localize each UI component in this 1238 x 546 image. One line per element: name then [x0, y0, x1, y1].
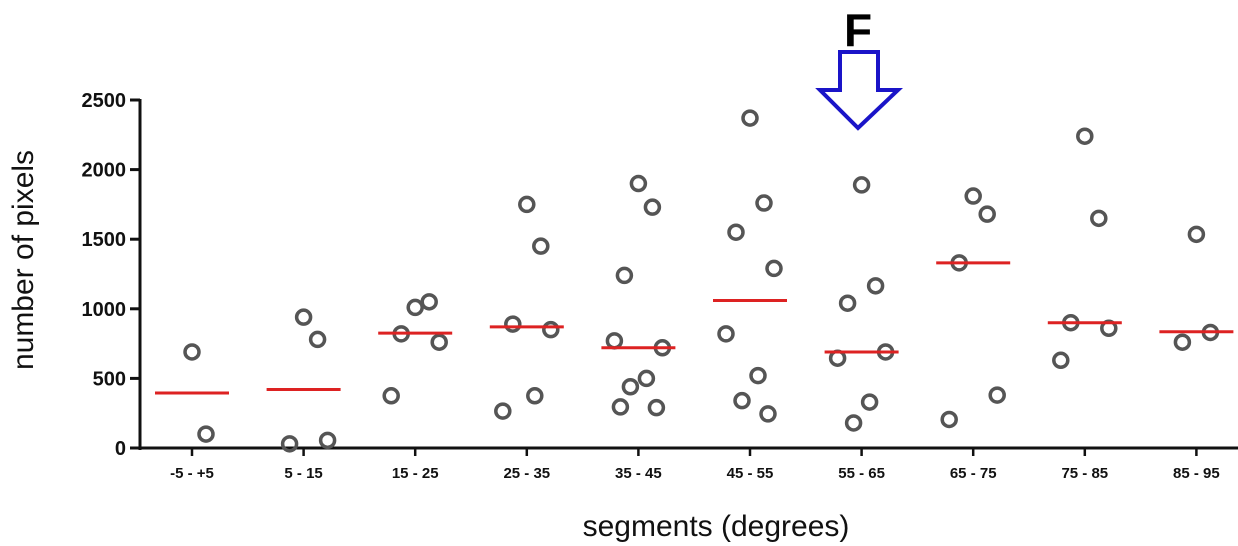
data-point: [611, 398, 630, 416]
y-tick-label: 2500: [82, 90, 127, 112]
x-tick-label: 5 - 15: [284, 465, 322, 482]
data-point: [964, 187, 982, 205]
data-point: [844, 414, 863, 432]
data-point: [852, 176, 871, 194]
data-point: [629, 174, 648, 193]
x-tick-label: 65 - 75: [950, 465, 997, 482]
y-tick-label: 500: [93, 368, 126, 390]
data-point: [615, 266, 634, 285]
data-point: [749, 366, 767, 385]
data-point: [1173, 333, 1192, 351]
annotation: F: [815, 4, 904, 131]
data-point: [755, 194, 773, 212]
data-point: [308, 330, 327, 349]
data-point: [838, 294, 857, 312]
data-point: [765, 259, 783, 278]
data-point: [430, 333, 448, 351]
data-point: [621, 378, 640, 396]
x-tick-label: 45 - 55: [727, 465, 774, 482]
data-point: [504, 315, 522, 333]
axes: 0 500 1000 1500 2000 2500 -5 - +5 5 - 15 15 - 25…: [82, 90, 1238, 482]
data-point: [280, 435, 299, 453]
data-point: [382, 387, 400, 405]
data-point: [733, 391, 751, 410]
data-point: [183, 343, 201, 361]
annotation-label: F: [844, 4, 872, 56]
x-tick-label: 15 - 25: [392, 465, 439, 482]
y-tick-label: 1500: [82, 229, 127, 251]
data-marks: [155, 109, 1234, 453]
data-point: [526, 387, 544, 405]
x-tick-label: 55 - 65: [838, 465, 885, 482]
data-point: [542, 320, 560, 339]
data-point: [318, 431, 337, 450]
x-axis-title: segments (degrees): [583, 510, 850, 543]
data-point: [727, 223, 745, 241]
x-tick-label: 35 - 45: [615, 465, 662, 482]
data-point: [860, 393, 879, 411]
data-point: [866, 277, 885, 295]
data-point: [741, 109, 759, 127]
data-point: [940, 410, 958, 429]
data-point: [420, 293, 438, 311]
y-tick-label: 1000: [82, 299, 127, 321]
data-point: [1187, 225, 1206, 244]
y-axis-title: number of pixels: [7, 150, 40, 370]
x-tick-label: 85 - 95: [1173, 465, 1220, 482]
data-point: [637, 369, 656, 388]
data-point: [518, 195, 536, 214]
x-tick-label: -5 - +5: [170, 465, 214, 482]
data-point: [1052, 351, 1070, 370]
data-point: [643, 198, 662, 216]
data-point: [406, 298, 424, 317]
data-point: [605, 332, 624, 350]
down-arrow-icon: [815, 50, 904, 131]
x-tick-label: 25 - 35: [503, 465, 550, 482]
data-point: [988, 386, 1006, 404]
data-point: [1076, 127, 1094, 145]
data-point: [759, 405, 777, 423]
data-point: [294, 308, 313, 326]
data-point: [532, 237, 550, 255]
y-tick-label: 0: [115, 438, 126, 460]
data-point: [978, 205, 996, 223]
data-point: [197, 425, 215, 443]
data-point: [717, 325, 735, 343]
data-point: [494, 402, 512, 420]
data-point: [647, 398, 666, 417]
x-tick-label: 75 - 85: [1061, 465, 1108, 482]
data-point: [1090, 209, 1108, 228]
y-tick-label: 2000: [82, 160, 127, 182]
